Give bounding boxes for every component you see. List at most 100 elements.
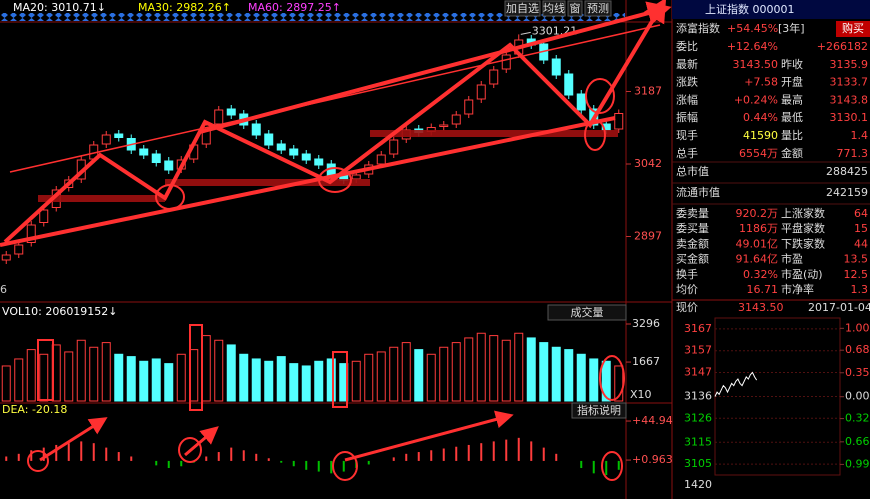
- candle-body: [114, 133, 124, 138]
- volume-bar: [14, 358, 24, 402]
- volume-bar: [151, 358, 161, 402]
- y-tick-label: 3296: [632, 317, 660, 330]
- y-tick-label: 3136: [684, 390, 712, 403]
- quote-value: 49.01亿: [736, 237, 779, 250]
- volume-bar: [526, 337, 536, 402]
- volume-bar: [251, 358, 261, 402]
- y-tick-label: 3042: [634, 157, 662, 170]
- volume-bar: [576, 353, 586, 402]
- volume-bar: [551, 346, 561, 402]
- candle-body: [614, 113, 624, 130]
- toolbar-button-frame: [567, 0, 583, 17]
- quote-label: 最高: [781, 92, 803, 106]
- panel-button[interactable]: 指标说明: [577, 403, 621, 417]
- quote-value: 1186万: [739, 222, 778, 235]
- volume-bar: [126, 356, 136, 402]
- candle-body: [376, 154, 386, 165]
- volume-bar: [89, 346, 99, 402]
- volume-bar: [1, 365, 11, 402]
- volume-bar: [139, 360, 149, 402]
- volume-bar: [164, 363, 174, 402]
- volume-bar: [214, 339, 224, 402]
- panel-button[interactable]: 成交量: [571, 305, 604, 319]
- quote-label: 均价: [676, 283, 698, 296]
- unit-label: X10: [630, 388, 652, 401]
- panel-button-frame: [571, 402, 627, 419]
- quote-value: +0.24%: [734, 93, 778, 106]
- candle-body: [489, 69, 499, 85]
- quote-value: 3130.1: [830, 111, 869, 124]
- volume-bar: [476, 332, 486, 402]
- quote-value: 288425: [826, 165, 868, 178]
- candle-body: [576, 93, 586, 111]
- quote-value: 1.4: [851, 129, 869, 142]
- y2-tick-label: 0.32%: [845, 412, 870, 425]
- candle-body: [276, 143, 286, 151]
- candle-body: [264, 133, 274, 146]
- volume-bar: [414, 349, 424, 402]
- volume-bar: [351, 360, 361, 402]
- toolbar-button-frame: [504, 0, 541, 17]
- ma-legend: MA20: 3010.71↓: [13, 1, 106, 14]
- volume-bar: [264, 360, 274, 402]
- buy-button[interactable]: 购买: [842, 21, 864, 35]
- quote-title: 上证指数 000001: [705, 2, 795, 16]
- y2-tick-label: 0.99%: [845, 457, 870, 470]
- toolbar-button[interactable]: 均线: [543, 1, 565, 15]
- quote-value: 64: [854, 207, 868, 220]
- candle-body: [351, 174, 361, 180]
- y-tick-label: +44.94: [632, 414, 673, 427]
- quote-label: 市净率: [781, 282, 814, 296]
- quote-label: 委卖量: [676, 207, 709, 220]
- quote-label: 换手: [676, 267, 698, 281]
- quote-label: 现手: [676, 128, 698, 142]
- volume-bar: [276, 356, 286, 402]
- price-date: 2017-01-04,: [808, 301, 870, 314]
- volume-bar: [539, 342, 549, 402]
- y-tick-label: 3167: [684, 322, 712, 335]
- volume-bar: [301, 365, 311, 402]
- y2-tick-label: 0.00%: [845, 390, 870, 403]
- quote-label: 量比: [781, 129, 803, 142]
- quote-value: 1.3: [851, 283, 869, 296]
- candle-body: [389, 139, 399, 155]
- quote-label: 下跌家数: [781, 236, 825, 250]
- candle-body: [101, 134, 111, 145]
- volume-bar: [64, 351, 74, 402]
- candle-body: [551, 58, 561, 76]
- quote-value: 15: [854, 222, 868, 235]
- candle-body: [14, 244, 24, 255]
- y-tick-label: 3105: [684, 457, 712, 470]
- quote-label: 流通市值: [676, 185, 720, 199]
- quote-label: 涨跌: [676, 75, 698, 89]
- toolbar-button-frame: [542, 0, 566, 17]
- toolbar-button[interactable]: 加自选: [506, 2, 539, 15]
- volume-bar: [589, 358, 599, 402]
- volume-bar: [439, 346, 449, 402]
- intraday-line: [714, 371, 758, 397]
- panel-button-frame: [547, 304, 627, 321]
- annotations: [0, 0, 672, 481]
- quote-label: 市盈: [781, 252, 803, 266]
- candle-body: [39, 209, 49, 223]
- y-tick-label: 3187: [634, 85, 662, 98]
- quote-value: 0.44%: [743, 111, 778, 124]
- quote-value: 771.3: [837, 147, 869, 160]
- quote-label: 金额: [781, 146, 803, 160]
- toolbar-button[interactable]: 窗: [570, 1, 581, 15]
- candle-body: [501, 54, 511, 70]
- quote-value: 3135.9: [830, 58, 869, 71]
- y2-tick-label: 0.66%: [845, 435, 870, 448]
- quote-label: 昨收: [781, 57, 803, 71]
- price-label: 现价: [676, 301, 698, 314]
- volume-bar: [201, 335, 211, 402]
- panel-title: DEA: -20.18: [2, 403, 67, 416]
- candle-body: [451, 114, 461, 125]
- fund-value: +54.45%: [727, 22, 778, 35]
- y-tick-label: 3147: [684, 366, 712, 379]
- volume-bar: [601, 360, 611, 402]
- quote-value: 44: [854, 237, 868, 250]
- toolbar-button[interactable]: 预测: [587, 2, 609, 15]
